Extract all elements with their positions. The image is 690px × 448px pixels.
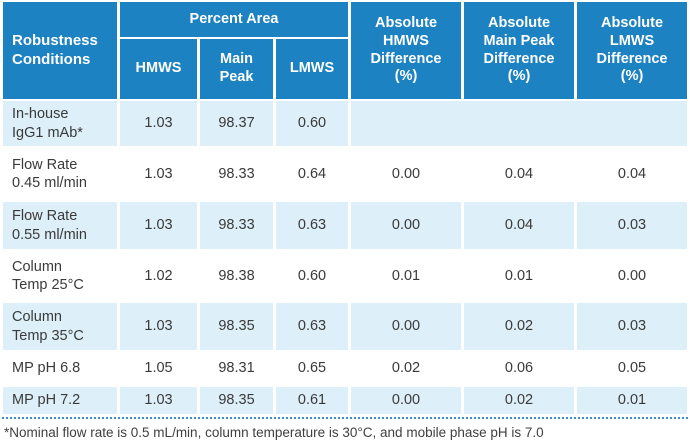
cell-main-peak: 98.38 — [200, 251, 273, 301]
table-row-inhouse-igg1-mab: In-house IgG1 mAb* 1.03 98.37 0.60 — [3, 101, 688, 146]
cell-lmws: 0.60 — [276, 251, 349, 301]
header-lmws: LMWS — [276, 39, 349, 99]
header-main-peak: Main Peak — [200, 39, 273, 99]
header-absolute-main-peak-difference: Absolute Main Peak Difference (%) — [464, 2, 575, 99]
cell-diff-main-peak: 0.06 — [464, 352, 575, 385]
cell-hmws: 1.03 — [120, 202, 197, 249]
cell-diff-hmws: 0.00 — [351, 202, 462, 249]
header-absolute-lmws-difference: Absolute LMWS Difference (%) — [577, 2, 688, 99]
cell-hmws: 1.03 — [120, 387, 197, 414]
cell-hmws: 1.02 — [120, 251, 197, 301]
cell-hmws: 1.03 — [120, 303, 197, 350]
cell-diff-lmws: 0.03 — [577, 303, 688, 350]
cell-lmws: 0.65 — [276, 352, 349, 385]
cell-hmws: 1.03 — [120, 101, 197, 146]
table-row-flow-rate-055: Flow Rate 0.55 ml/min 1.03 98.33 0.63 0.… — [3, 202, 688, 249]
cell-main-peak: 98.35 — [200, 303, 273, 350]
cell-diff-hmws: 0.00 — [351, 303, 462, 350]
cell-condition: Column Temp 35°C — [3, 303, 117, 350]
table-row-column-temp-25: Column Temp 25°C 1.02 98.38 0.60 0.01 0.… — [3, 251, 688, 301]
cell-diff-hmws: 0.01 — [351, 251, 462, 301]
cell-hmws: 1.05 — [120, 352, 197, 385]
cell-diff-lmws: 0.04 — [577, 148, 688, 200]
table-row-mp-ph-68: MP pH 6.8 1.05 98.31 0.65 0.02 0.06 0.05 — [3, 352, 688, 385]
cell-condition: MP pH 6.8 — [3, 352, 117, 385]
cell-main-peak: 98.31 — [200, 352, 273, 385]
cell-diff-main-peak: 0.01 — [464, 251, 575, 301]
table-row-column-temp-35: Column Temp 35°C 1.03 98.35 0.63 0.00 0.… — [3, 303, 688, 350]
cell-diff-main-peak: 0.04 — [464, 148, 575, 200]
header-hmws: HMWS — [120, 39, 197, 99]
cell-diff-lmws: 0.03 — [577, 202, 688, 249]
cell-lmws: 0.61 — [276, 387, 349, 414]
cell-condition: Column Temp 25°C — [3, 251, 117, 301]
cell-lmws: 0.63 — [276, 303, 349, 350]
cell-lmws: 0.64 — [276, 148, 349, 200]
cell-lmws: 0.60 — [276, 101, 349, 146]
cell-diff-empty — [351, 101, 688, 146]
cell-condition: Flow Rate 0.45 ml/min — [3, 148, 117, 200]
cell-diff-hmws: 0.02 — [351, 352, 462, 385]
cell-main-peak: 98.33 — [200, 202, 273, 249]
header-robustness-conditions: Robustness Conditions — [3, 2, 117, 99]
cell-diff-main-peak: 0.02 — [464, 387, 575, 414]
cell-main-peak: 98.33 — [200, 148, 273, 200]
cell-condition: MP pH 7.2 — [3, 387, 117, 414]
cell-lmws: 0.63 — [276, 202, 349, 249]
header-absolute-hmws-difference: Absolute HMWS Difference (%) — [351, 2, 462, 99]
cell-diff-lmws: 0.01 — [577, 387, 688, 414]
cell-condition: Flow Rate 0.55 ml/min — [3, 202, 117, 249]
cell-diff-main-peak: 0.02 — [464, 303, 575, 350]
footnote: *Nominal flow rate is 0.5 mL/min, column… — [4, 425, 544, 440]
cell-main-peak: 98.37 — [200, 101, 273, 146]
cell-diff-lmws: 0.05 — [577, 352, 688, 385]
cell-condition: In-house IgG1 mAb* — [3, 101, 117, 146]
cell-diff-hmws: 0.00 — [351, 148, 462, 200]
table-row-mp-ph-72: MP pH 7.2 1.03 98.35 0.61 0.00 0.02 0.01 — [3, 387, 688, 414]
cell-diff-main-peak: 0.04 — [464, 202, 575, 249]
table-row-flow-rate-045: Flow Rate 0.45 ml/min 1.03 98.33 0.64 0.… — [3, 148, 688, 200]
cell-diff-lmws: 0.00 — [577, 251, 688, 301]
table-bottom-dotted-rule — [2, 417, 688, 419]
robustness-table: Robustness Conditions Percent Area Absol… — [3, 2, 688, 414]
cell-hmws: 1.03 — [120, 148, 197, 200]
cell-diff-hmws: 0.00 — [351, 387, 462, 414]
header-percent-area: Percent Area — [120, 2, 349, 37]
cell-main-peak: 98.35 — [200, 387, 273, 414]
